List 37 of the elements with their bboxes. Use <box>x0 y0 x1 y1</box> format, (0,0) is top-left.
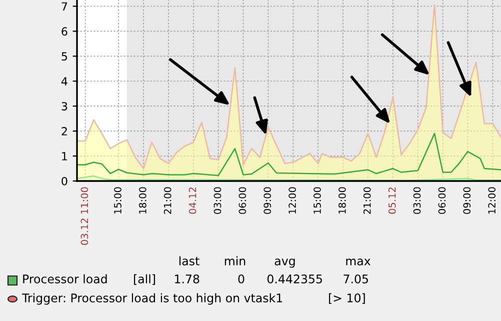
y-tick-label: 4 <box>61 77 68 86</box>
text: [> 10] <box>329 293 365 304</box>
x-tick-label: 09:00 <box>264 187 272 214</box>
x-tick-label: 21:00 <box>164 187 172 214</box>
x-tick-label: 03:00 <box>413 187 421 214</box>
x-tick-label: 15:00 <box>114 187 122 214</box>
text: min <box>224 256 246 266</box>
text: [all] <box>134 274 155 285</box>
text: 0 <box>238 274 244 284</box>
y-tick-label: 2 <box>62 127 67 136</box>
text: Trigger: Processor load is too high on vtask1 <box>22 293 282 305</box>
text: max <box>346 258 370 266</box>
y-tick-label: 6 <box>62 27 68 36</box>
text: last <box>179 256 200 266</box>
text: 0.442355 <box>267 274 322 284</box>
x-tick-label: 15:00 <box>314 187 321 214</box>
text: avg <box>274 258 295 268</box>
x-tick-label: 03:00 <box>214 187 222 214</box>
x-tick-label: 12:00 <box>488 187 496 214</box>
text: 7.05 <box>344 274 368 284</box>
y-tick-label: 7 <box>62 2 68 10</box>
text: 1.78 <box>175 274 200 284</box>
y-tick-label: 5 <box>62 52 67 61</box>
x-tick-label: 21:00 <box>363 187 371 214</box>
x-tick-label: 12:00 <box>288 187 296 214</box>
x-tick-label: 09:00 <box>463 187 471 214</box>
y-tick-label: 3 <box>62 102 68 110</box>
y-tick-label: 1 <box>62 152 67 160</box>
x-tick-label: 18:00 <box>138 187 146 214</box>
x-tick-label: 18:00 <box>338 187 346 214</box>
x-tick-label: 03.12 11:00 <box>80 187 88 245</box>
y-tick-label: 0 <box>62 176 68 186</box>
x-tick-label: 06:00 <box>238 187 246 214</box>
x-tick-label: 05.12 <box>388 188 396 214</box>
x-tick-label: 04.12 <box>188 188 196 214</box>
x-tick-label: 06:00 <box>438 187 446 214</box>
text: Processor load <box>23 274 107 284</box>
